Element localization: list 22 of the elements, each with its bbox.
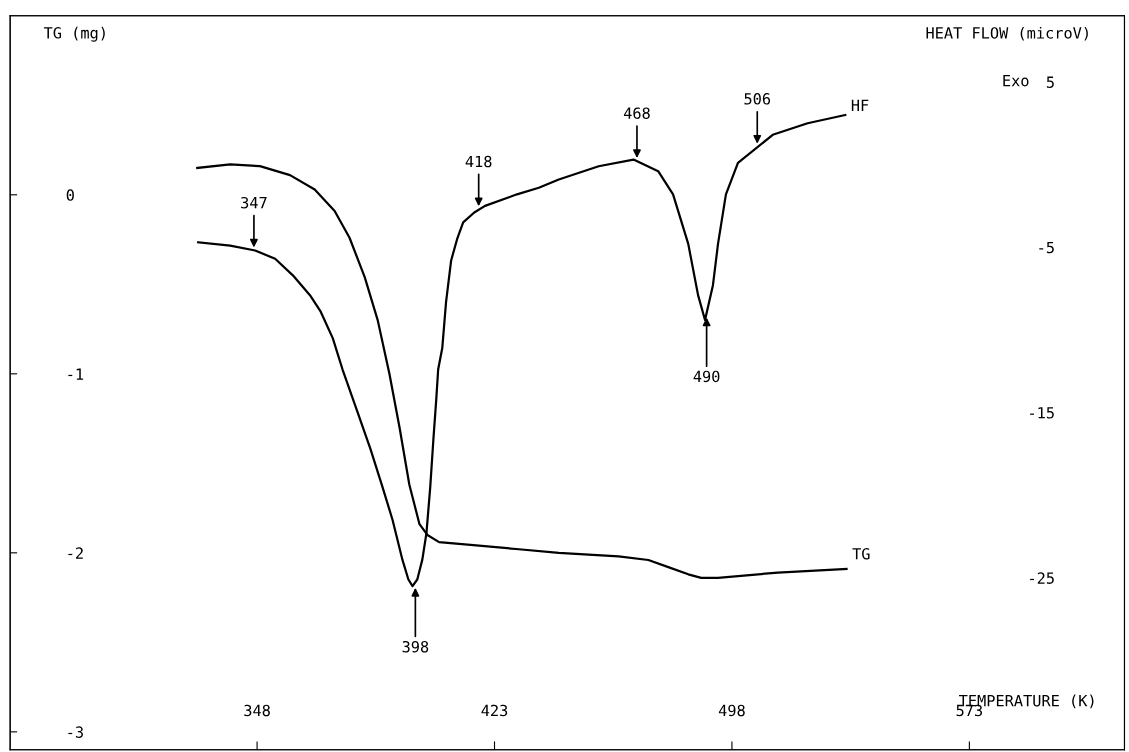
annotation: 490: [693, 370, 720, 383]
y-tick-label: -3: [68, 726, 83, 738]
y-tick-label: -2: [68, 547, 83, 559]
y2-tick-label: -15: [1030, 407, 1054, 419]
y-axis-title: TG (mg): [43, 26, 105, 42]
annotation: 418: [465, 155, 492, 168]
y-tick-label: 0: [66, 189, 74, 201]
y2-axis-title: HEAT FLOW (microV): [926, 26, 1088, 41]
annotation: Exo: [1003, 75, 1029, 87]
annotation: 468: [623, 107, 650, 119]
annotation: 398: [402, 640, 429, 653]
series-label: TG: [852, 547, 870, 560]
series-label: HF: [851, 99, 869, 111]
annotation: 506: [744, 93, 771, 105]
y-tick-label: -1: [68, 368, 84, 380]
y2-tick-label: -5: [1039, 241, 1054, 254]
annotation: 347: [241, 196, 267, 209]
y2-tick-label: -25: [1030, 572, 1054, 584]
y2-tick-label: 5: [1046, 76, 1054, 88]
x-tick-label: 348: [244, 704, 270, 717]
x-tick-label: 423: [481, 704, 508, 717]
x-tick-label: 498: [718, 704, 745, 717]
